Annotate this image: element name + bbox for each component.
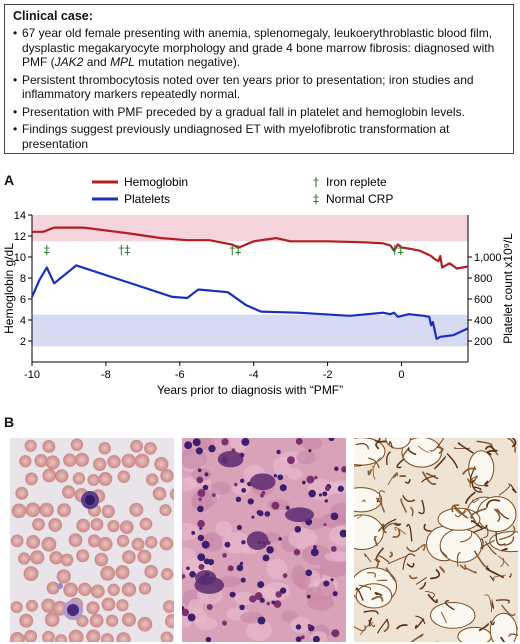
blood-film-image [10,438,174,642]
annotation-marker: †‡ [229,243,241,257]
gene-mpl: MPL [110,55,135,69]
x-tick-label: -2 [323,369,333,381]
bullet-dot: • [13,104,18,119]
bullet-dot: • [13,72,18,87]
y-right-tick-label: 600 [474,294,492,306]
bullet-2-text: Persistent thrombocytosis noted over ten… [22,72,474,102]
legend-symbol: † [313,175,319,189]
y-left-tick-label: 4 [20,315,26,327]
annotation-marker: †‡ [118,243,130,257]
panel-a-label: A [4,172,15,188]
bone-marrow-he-image [182,438,346,642]
bullet-dot: • [13,122,18,136]
x-axis-label: Years prior to diagnosis with “PMF” [157,383,343,397]
y-right-tick-label: 800 [474,273,492,285]
y-right-tick-label: 200 [474,336,492,348]
bullet-3-text: Presentation with PMF preceded by a grad… [22,104,465,119]
case-bullet-1: • 67 year old female presenting with ane… [13,26,505,70]
y-left-tick-label: 14 [14,210,26,222]
clinical-case-box: Clinical case: • 67 year old female pres… [4,4,514,154]
normal-range-band-right [32,314,468,347]
legend-symbol-label: Normal CRP [326,192,393,206]
x-tick-label: -4 [249,369,259,381]
case-bullet-3: • Presentation with PMF preceded by a gr… [13,105,505,120]
y-left-tick-label: 2 [20,336,26,348]
micrograph-panel [10,438,518,642]
series-line-platelets [30,264,469,340]
y-left-tick-label: 8 [20,273,26,285]
y-left-tick-label: 6 [20,294,26,306]
y-left-tick-label: 12 [14,231,26,243]
bullet-dot: • [13,26,18,40]
series-line-hemoglobin [32,226,469,270]
blood-count-chart: 2 4 6 8 10 12 14 200 400 600 800 1,000 -10 -8 -6 -4 -2 0 Y… [2,175,515,397]
bullet-1-text-c: mutation negative). [134,55,241,69]
x-tick-label: 0 [398,369,404,381]
legend-label-hemoglobin: Hemoglobin [124,175,188,189]
bullet-1-text-b: and [83,55,111,69]
y-left-tick-label: 10 [14,252,26,264]
case-bullet-2: • Persistent thrombocytosis noted over t… [13,73,505,102]
x-tick-label: -6 [175,369,185,381]
y-left-axis-label: Hemoglobin g/dL [2,243,16,334]
bullet-1-text-a: 67 year old female presenting with anemi… [22,26,495,69]
gene-jak2: JAK2 [54,55,84,69]
panel-b-label: B [4,414,15,430]
legend-symbol: ‡ [313,192,319,206]
legend-symbol-label: Iron replete [326,175,387,189]
y-right-tick-label: 1,000 [474,252,502,264]
bullet-4-text: Findings suggest previously undiagnosed … [22,122,450,151]
x-tick-label: -8 [101,369,111,381]
y-right-axis-label: Platelet count x10⁹/L [501,233,515,344]
annotation-marker: †‡ [392,243,404,257]
clinical-case-title: Clinical case: [13,9,93,23]
y-right-tick-label: 400 [474,315,492,327]
case-bullet-4: • Findings suggest previously undiagnose… [13,122,505,151]
normal-range-band-left [32,215,468,242]
annotation-marker: ‡ [44,243,50,257]
x-tick-label: -10 [24,369,40,381]
reticulin-stain-image [354,438,518,642]
legend-label-platelets: Platelets [124,192,170,206]
